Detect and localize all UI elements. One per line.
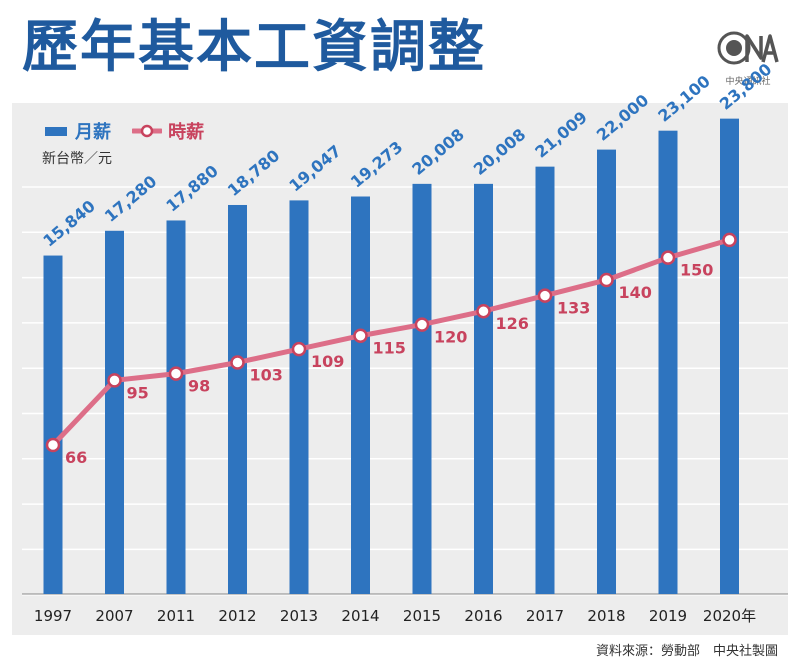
line-value-label: 126 bbox=[496, 314, 529, 333]
x-tick-label: 2014 bbox=[341, 607, 379, 625]
bar-value-label: 20,008 bbox=[470, 125, 530, 179]
line-value-label: 95 bbox=[127, 383, 149, 402]
x-tick-label: 2018 bbox=[587, 607, 625, 625]
x-tick-label: 2016 bbox=[464, 607, 502, 625]
line-value-label: 133 bbox=[557, 299, 590, 318]
line-point bbox=[476, 303, 491, 319]
line-value-label: 98 bbox=[188, 377, 210, 396]
line-series bbox=[45, 232, 737, 453]
legend-item-line: 時薪 bbox=[132, 118, 204, 144]
legend-item-bar: 月薪 bbox=[45, 118, 111, 144]
line-point bbox=[45, 437, 61, 453]
unit-label: 新台幣／元 bbox=[42, 151, 112, 167]
line-path bbox=[51, 237, 731, 447]
line-data-labels: 66 95 98 103 109 115 120 126 133 140 150 bbox=[65, 261, 713, 467]
bar-value-label: 22,000 bbox=[593, 90, 653, 144]
bar-value-label: 17,280 bbox=[101, 172, 161, 226]
legend-bar-swatch bbox=[45, 126, 67, 136]
x-tick-label: 2015 bbox=[403, 607, 441, 625]
legend-line-label: 時薪 bbox=[168, 122, 205, 143]
line-point bbox=[291, 341, 307, 357]
header: 歷年基本工資調整 中央通訊社 bbox=[0, 0, 800, 103]
line-point bbox=[660, 250, 676, 265]
line-point bbox=[353, 328, 368, 343]
bar bbox=[474, 183, 493, 594]
x-tick-label: 2007 bbox=[95, 607, 133, 625]
bar bbox=[720, 118, 739, 594]
source-credit: 資料來源：勞動部 中央社製圖 bbox=[595, 644, 778, 659]
bar-value-label: 21,009 bbox=[531, 107, 591, 161]
x-tick-label: 1997 bbox=[34, 607, 72, 625]
bar-value-label: 20,008 bbox=[408, 125, 468, 179]
line-point bbox=[230, 355, 245, 370]
bar-value-label: 18,780 bbox=[224, 146, 284, 200]
bar bbox=[658, 130, 678, 594]
logo-caption: 中央通訊社 bbox=[725, 77, 771, 87]
x-tick-label: 2019 bbox=[649, 607, 687, 625]
cna-logo-icon bbox=[717, 31, 779, 65]
bar-value-label: 17,880 bbox=[162, 161, 222, 215]
line-point bbox=[537, 288, 553, 303]
bar bbox=[412, 183, 432, 594]
legend-line-swatch bbox=[132, 124, 163, 138]
x-tick-label: 2012 bbox=[218, 607, 256, 625]
bar bbox=[535, 166, 555, 594]
x-tick-label: 2011 bbox=[157, 607, 195, 625]
bar bbox=[289, 200, 309, 594]
line-point bbox=[599, 272, 614, 288]
line-point bbox=[414, 317, 430, 332]
line-value-label: 109 bbox=[311, 352, 344, 371]
line-value-label: 150 bbox=[680, 261, 713, 280]
line-value-label: 140 bbox=[619, 283, 652, 302]
bar bbox=[597, 149, 616, 594]
x-tick-label: 2020年 bbox=[703, 607, 756, 625]
line-point bbox=[722, 232, 737, 248]
line-value-label: 103 bbox=[250, 365, 283, 384]
line-value-label: 115 bbox=[373, 339, 406, 358]
page-title: 歷年基本工資調整 bbox=[22, 15, 486, 80]
bar-series bbox=[43, 118, 739, 595]
x-axis-ticks: 1997 2007 2011 2012 2013 2014 2015 2016 2017 2018… bbox=[34, 607, 756, 625]
bar-value-label: 15,840 bbox=[39, 196, 99, 250]
x-tick-label: 2017 bbox=[526, 607, 564, 625]
bar bbox=[228, 204, 247, 594]
bar-value-label: 23,100 bbox=[654, 71, 714, 125]
line-point bbox=[107, 373, 122, 388]
legend: 月薪 時薪 bbox=[45, 118, 220, 144]
x-tick-label: 2013 bbox=[280, 607, 318, 625]
line-value-label: 66 bbox=[65, 448, 87, 467]
bar bbox=[351, 196, 370, 594]
bar bbox=[43, 255, 63, 594]
legend-bar-label: 月薪 bbox=[75, 122, 111, 143]
bar bbox=[166, 220, 186, 595]
line-point bbox=[168, 366, 184, 381]
bar bbox=[105, 230, 124, 594]
bar-value-label: 19,273 bbox=[347, 137, 407, 191]
bar-value-label: 23,800 bbox=[716, 59, 776, 113]
line-value-label: 120 bbox=[434, 328, 467, 347]
